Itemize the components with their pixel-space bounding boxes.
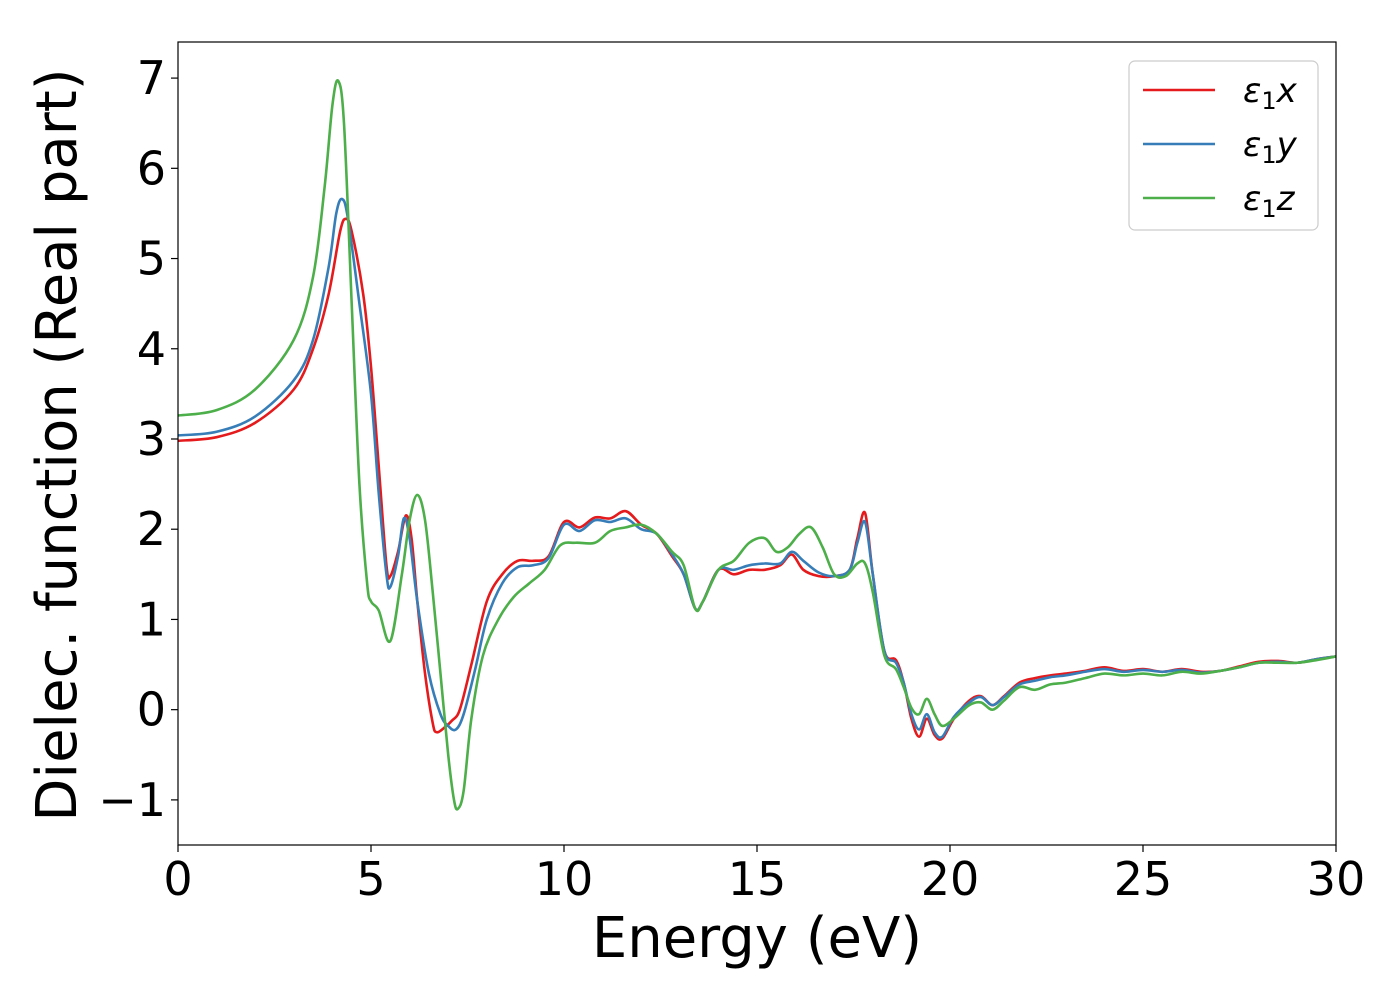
x-tick-label: 5 (356, 852, 385, 906)
y-tick-label: 0 (137, 683, 166, 737)
x-tick-label: 20 (921, 852, 980, 906)
series-line-2 (178, 197, 1336, 739)
x-tick-label: 25 (1114, 852, 1173, 906)
series-line-1 (178, 217, 1336, 741)
x-tick-label: 30 (1307, 852, 1366, 906)
y-tick-label: 7 (137, 51, 166, 105)
plot-frame (177, 41, 1337, 846)
y-axis-label: Dielec. function (Real part) (25, 68, 90, 821)
legend-item-1: ε1x (1143, 71, 1298, 115)
legend-frame (1128, 60, 1319, 231)
legend-item-2: ε1y (1143, 125, 1298, 169)
legend-item-3: ε1z (1143, 179, 1296, 223)
y-tick-label: 6 (137, 141, 166, 195)
y-tick-label: 1 (137, 592, 166, 646)
legend-label: ε1z (1243, 179, 1296, 223)
y-tick-label: 5 (137, 232, 166, 286)
legend: ε1x ε1y ε1z (1128, 60, 1319, 231)
series-layer (178, 78, 1336, 811)
ticks-layer: 0 5 10 15 20 25 30 −1 0 1 2 3 4 5 6 7 (98, 51, 1365, 906)
y-tick-label: −1 (98, 773, 166, 827)
x-tick-label: 0 (163, 852, 192, 906)
x-axis-label: Energy (eV) (592, 906, 922, 971)
y-tick-label: 3 (137, 412, 166, 466)
y-tick-label: 2 (137, 502, 166, 556)
y-tick-label: 4 (137, 322, 166, 376)
legend-label: ε1y (1243, 125, 1298, 169)
series-line-3 (178, 78, 1336, 811)
x-tick-label: 10 (535, 852, 594, 906)
x-tick-label: 15 (728, 852, 787, 906)
legend-label: ε1x (1243, 71, 1298, 115)
